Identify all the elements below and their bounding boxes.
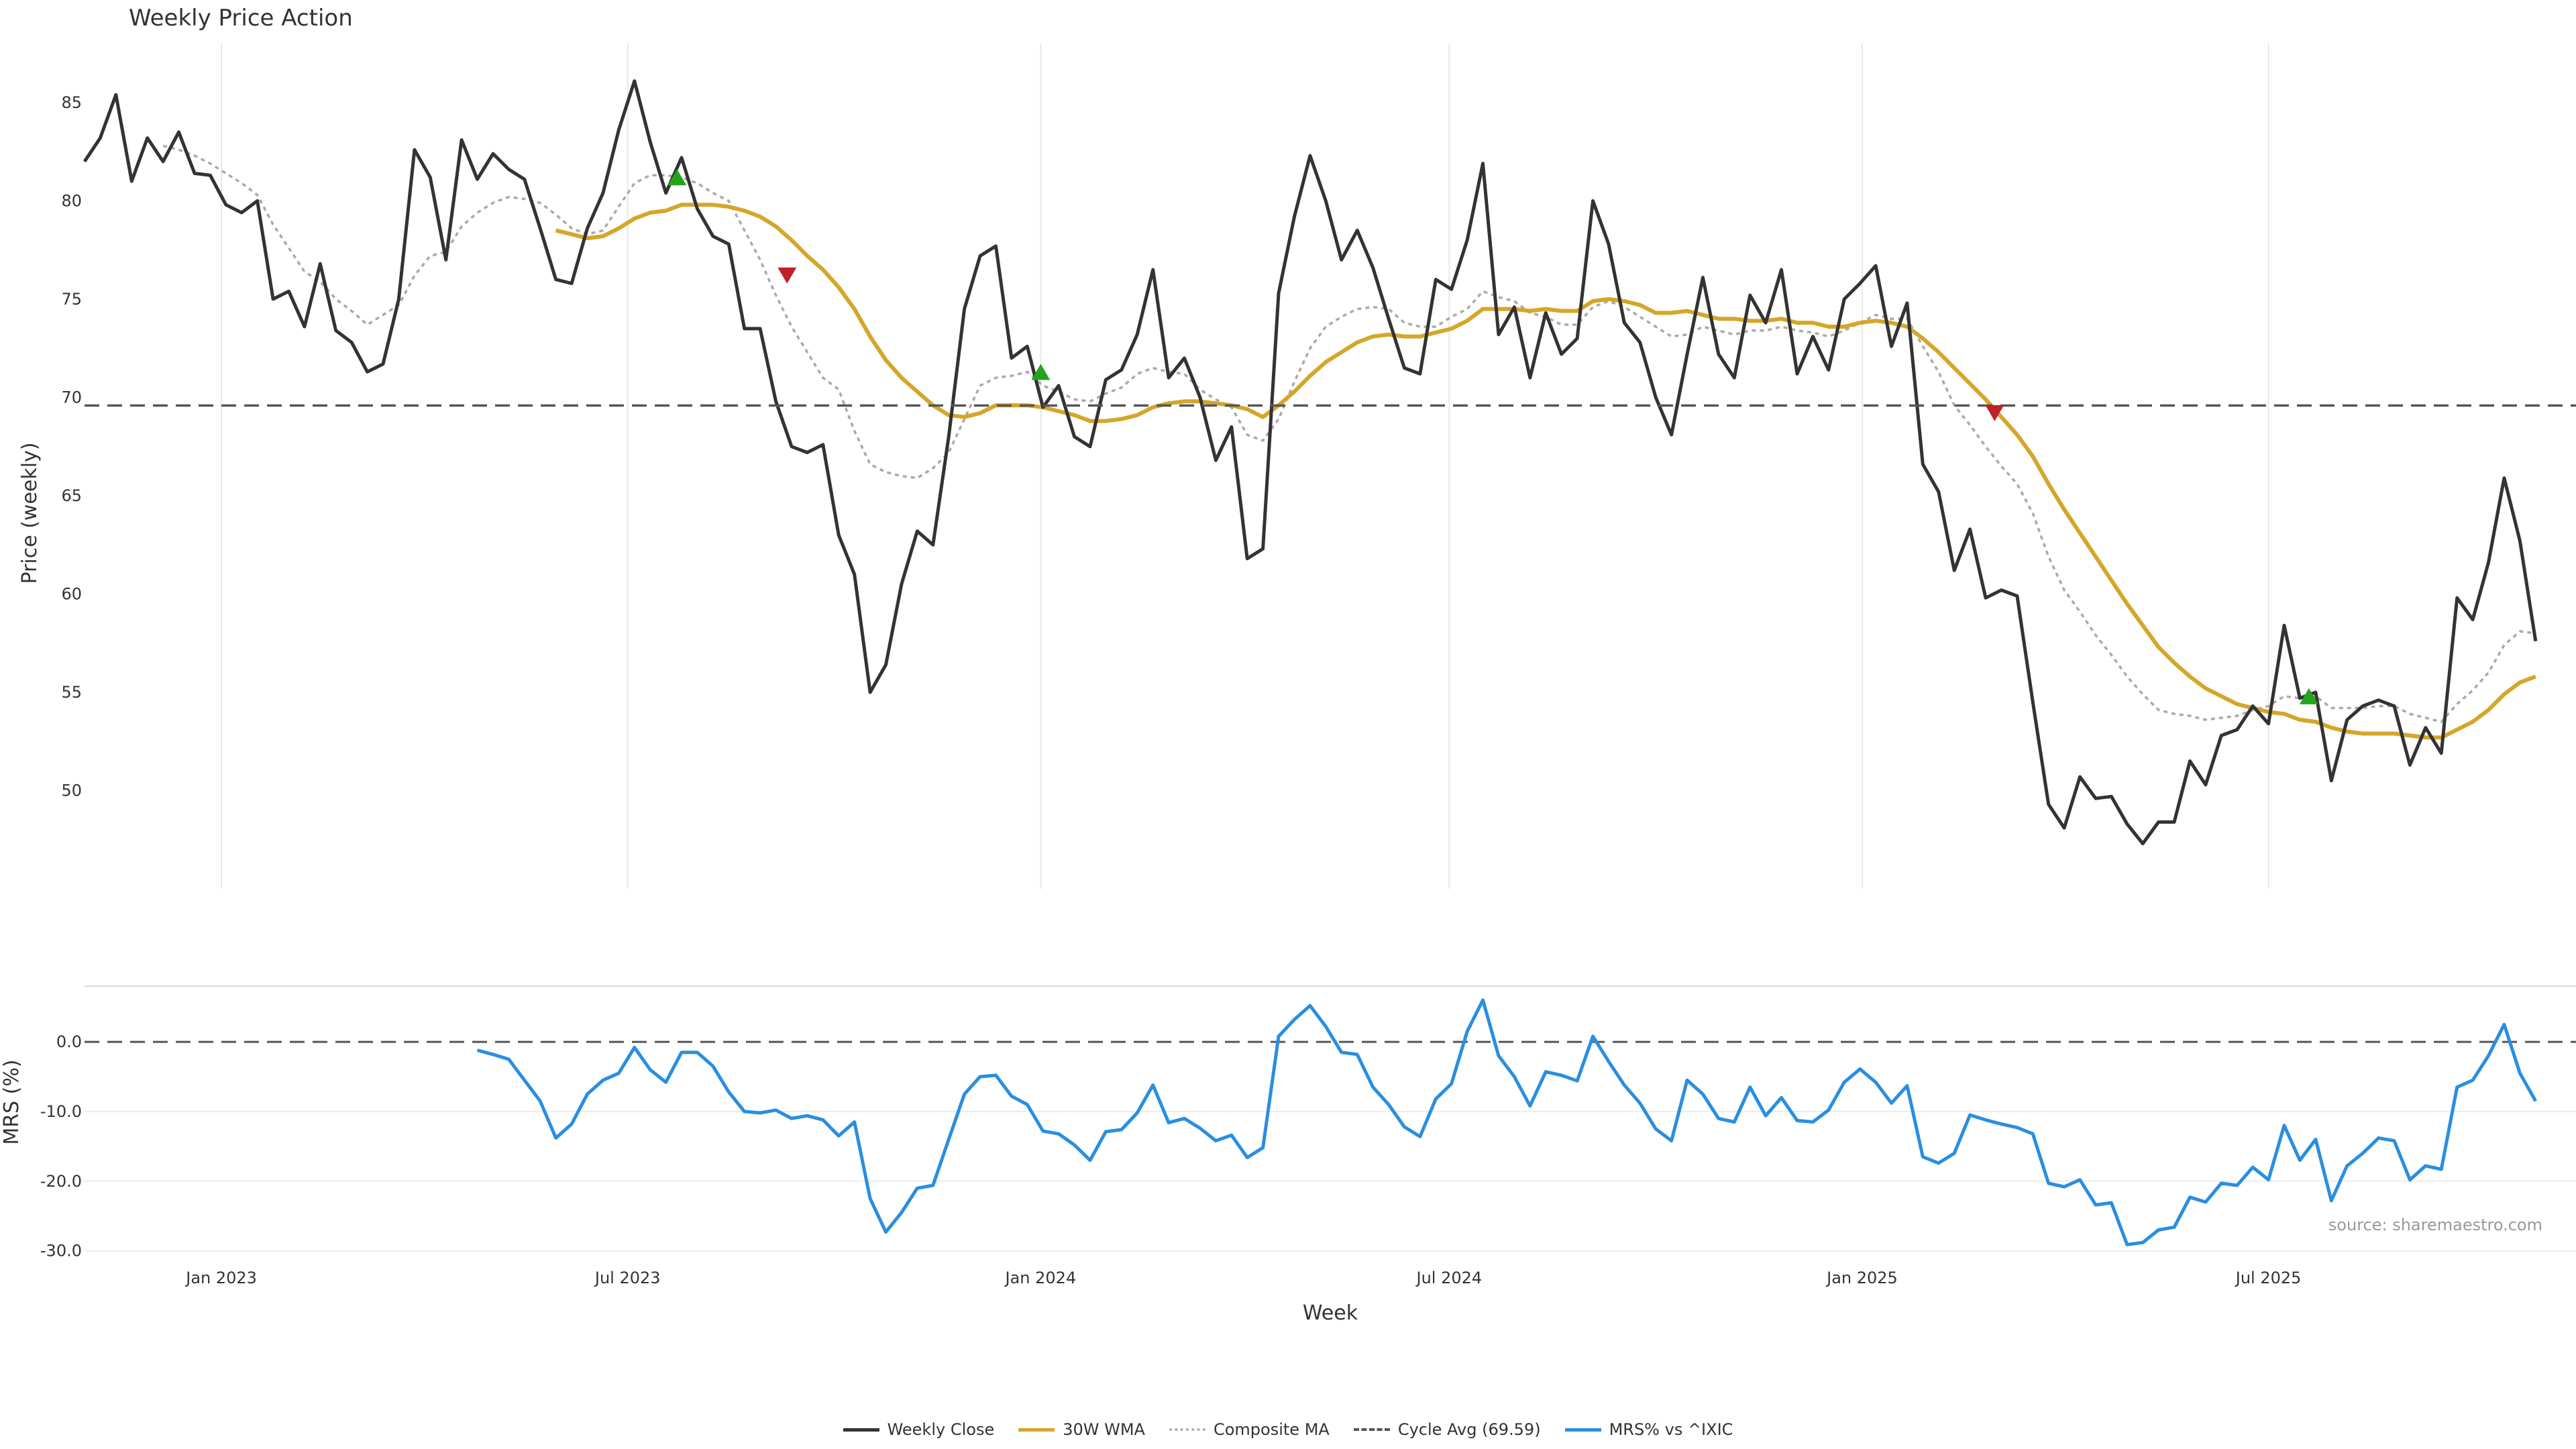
price-y-tick-label: 65 xyxy=(61,486,82,505)
chart-legend: Weekly Close 30W WMA Composite MA Cycle Avg… xyxy=(0,1416,2576,1443)
mrs-y-tick-label: -20.0 xyxy=(40,1172,82,1191)
weekly-close-line xyxy=(83,79,2538,846)
legend-item: Weekly Close xyxy=(843,1420,995,1439)
legend-label: 30W WMA xyxy=(1063,1420,1145,1439)
legend-label: Weekly Close xyxy=(887,1420,995,1439)
legend-label: MRS% vs ^IXIC xyxy=(1609,1420,1733,1439)
mrs-y-tick-label: -30.0 xyxy=(40,1242,82,1260)
buy-signal-marker xyxy=(1031,364,1051,380)
price-y-axis-label: Price (weekly) xyxy=(18,442,42,584)
x-axis-label: Week xyxy=(1303,1301,1358,1325)
x-tick-label: Jan 2024 xyxy=(1004,1269,1077,1287)
legend-swatch xyxy=(1353,1428,1390,1431)
legend-label: Composite MA xyxy=(1213,1420,1330,1439)
price-y-tick-label: 80 xyxy=(61,191,82,210)
source-annotation: source: sharemaestro.com xyxy=(2328,1216,2542,1234)
mrs-line xyxy=(476,998,2537,1246)
buy-signal-marker xyxy=(2299,688,2318,704)
x-tick-label: Jul 2023 xyxy=(594,1269,661,1287)
chart-title: Weekly Price Action xyxy=(129,5,353,32)
x-tick-label: Jul 2024 xyxy=(1415,1269,1482,1287)
x-tick-label: Jan 2023 xyxy=(184,1269,257,1287)
legend-item: MRS% vs ^IXIC xyxy=(1564,1420,1733,1439)
legend-label: Cycle Avg (69.59) xyxy=(1397,1420,1541,1439)
mrs-y-tick-label: 0.0 xyxy=(56,1032,82,1051)
legend-swatch xyxy=(1169,1428,1205,1431)
price-panel: 50 55 60 65 70 75 80 85 Price (weekly) xyxy=(18,44,2576,889)
legend-swatch xyxy=(843,1428,879,1432)
price-y-tick-label: 60 xyxy=(61,584,82,603)
sell-signal-marker xyxy=(777,267,797,284)
price-y-tick-label: 50 xyxy=(61,781,82,800)
x-tick-label: Jan 2025 xyxy=(1825,1269,1898,1287)
legend-swatch xyxy=(1564,1428,1601,1432)
mrs-panel: Jan 2023 Jul 2023 Jan 2024 Jul 2024 Jan 2025… xyxy=(0,985,2576,1287)
x-tick-label: Jul 2025 xyxy=(2235,1269,2302,1287)
mrs-y-tick-label: -10.0 xyxy=(40,1102,82,1121)
buy-signal-marker xyxy=(667,169,687,186)
price-y-tick-label: 75 xyxy=(61,290,82,309)
legend-item: 30W WMA xyxy=(1018,1420,1145,1439)
price-y-tick-label: 70 xyxy=(61,388,82,407)
mrs-y-axis-label: MRS (%) xyxy=(0,1059,23,1144)
legend-item: Cycle Avg (69.59) xyxy=(1353,1420,1541,1439)
legend-swatch xyxy=(1018,1428,1055,1432)
price-y-tick-label: 55 xyxy=(61,683,82,702)
composite-ma-line xyxy=(162,144,2536,723)
legend-item: Composite MA xyxy=(1169,1420,1330,1439)
sell-signal-marker xyxy=(1985,405,2004,421)
wma30-line xyxy=(555,203,2536,740)
price-y-tick-label: 85 xyxy=(61,93,82,112)
